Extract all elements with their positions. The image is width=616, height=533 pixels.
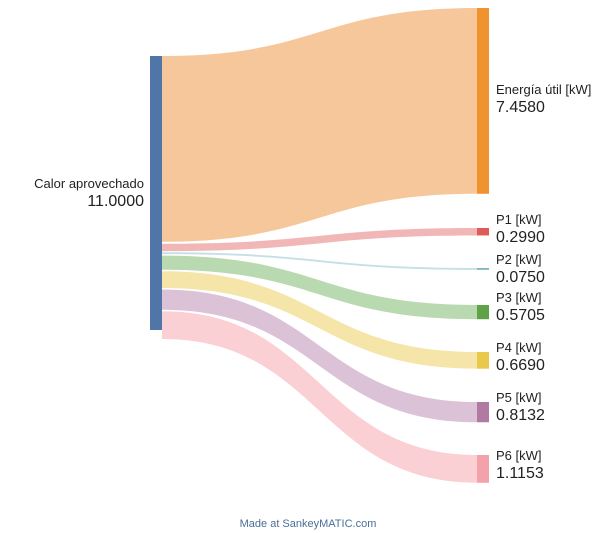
target-node-name-p1: P1 [kW] xyxy=(496,212,542,227)
target-node-name-energa: Energía útil [kW] xyxy=(496,82,591,97)
flow-p5 xyxy=(162,289,477,423)
flow-p1 xyxy=(162,228,477,252)
target-node-bar-p4 xyxy=(477,352,489,369)
source-node-value: 11.0000 xyxy=(87,193,144,210)
nodes xyxy=(150,8,489,483)
target-node-bar-p2 xyxy=(477,268,489,270)
labels: Calor aprovechado 11.0000 Energía útil [kW… xyxy=(34,82,591,482)
target-node-name-p5: P5 [kW] xyxy=(496,390,542,405)
target-node-value-p5: 0.8132 xyxy=(496,407,545,424)
flow-p3 xyxy=(162,255,477,320)
flow-p2 xyxy=(162,252,477,270)
flow-p4 xyxy=(162,271,477,369)
target-node-value-p6: 1.1153 xyxy=(496,465,544,482)
target-node-name-p6: P6 [kW] xyxy=(496,448,542,463)
target-node-value-energa: 7.4580 xyxy=(496,99,545,116)
flow-p6 xyxy=(162,311,477,483)
target-node-bar-p6 xyxy=(477,455,489,483)
target-node-bar-energa xyxy=(477,8,489,194)
target-node-bar-p1 xyxy=(477,228,489,236)
target-node-value-p4: 0.6690 xyxy=(496,357,545,374)
footer-credit: Made at SankeyMATIC.com xyxy=(239,518,377,530)
target-node-name-p4: P4 [kW] xyxy=(496,340,542,355)
target-node-bar-p3 xyxy=(477,305,489,320)
target-node-name-p2: P2 [kW] xyxy=(496,252,542,267)
flow-energa xyxy=(162,8,477,242)
target-node-value-p3: 0.5705 xyxy=(496,307,545,324)
target-node-value-p2: 0.0750 xyxy=(496,269,545,286)
target-node-name-p3: P3 [kW] xyxy=(496,290,542,305)
target-node-bar-p5 xyxy=(477,402,489,423)
source-node-bar xyxy=(150,56,162,330)
target-node-value-p1: 0.2990 xyxy=(496,229,545,246)
flows xyxy=(162,8,477,483)
source-node-name: Calor aprovechado xyxy=(34,176,144,191)
